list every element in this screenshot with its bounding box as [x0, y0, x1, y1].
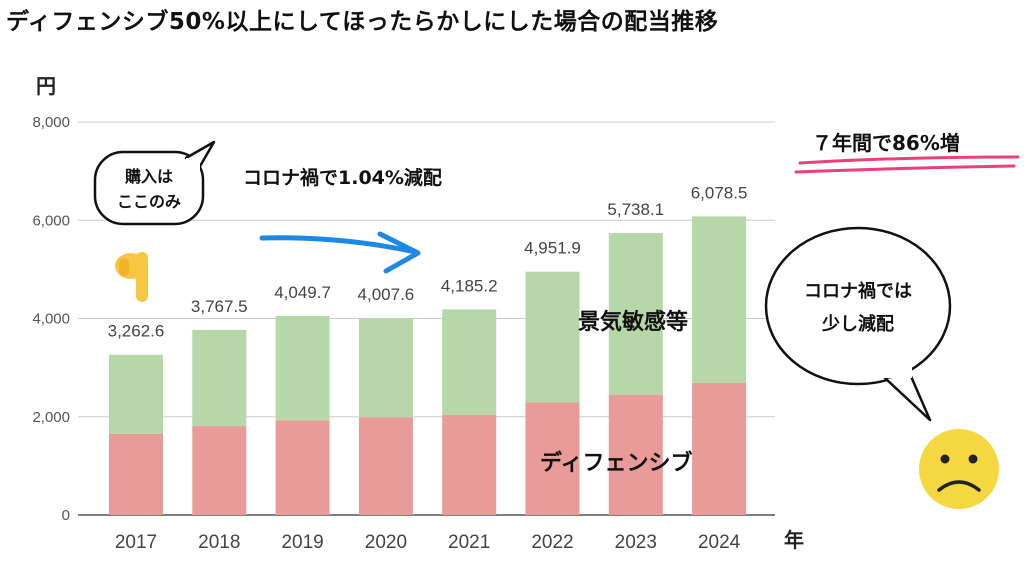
x-tick-label: 2024 [698, 532, 741, 553]
purchase-bubble-line2: ここのみ [117, 192, 181, 211]
bar-cyclical [275, 316, 330, 421]
series-label-cyclical: 景気敏感等 [578, 309, 688, 335]
growth-underline [794, 155, 1020, 174]
total-data-label: 4,007.6 [358, 285, 415, 304]
corona-bubble-line2: 少し減配 [821, 313, 894, 335]
x-tick-label: 2023 [615, 532, 657, 553]
y-tick-label: 8,000 [32, 114, 70, 131]
total-data-label: 3,767.5 [191, 297, 248, 316]
bar-defensive [109, 433, 163, 515]
y-tick-label: 4,000 [32, 311, 70, 328]
y-tick-label: 0 [62, 507, 70, 524]
purchase-bubble-line1: 購入は [124, 167, 173, 186]
page-title: ディフェンシブ50%以上にしてほったらかしにした場合の配当推移 [6, 9, 719, 35]
pointing-hand-icon [115, 252, 148, 302]
purchase-speech-bubble: 購入は ここのみ [93, 140, 216, 226]
bar-defensive [442, 414, 497, 515]
x-tick-label: 2020 [365, 532, 407, 553]
y-axis-ticks: 0 2,000 4,000 6,000 8,000 [32, 114, 70, 524]
total-labels: 3,262.6 3,767.5 4,049.7 4,007.6 4,185.2 4,951… [108, 183, 748, 340]
corona-drop-annotation: コロナ禍で1.04%減配 [243, 166, 442, 189]
bar-cyclical [608, 233, 663, 395]
growth-annotation: ７年間で86%増 [812, 131, 960, 155]
total-data-label: 6,078.5 [691, 183, 748, 202]
y-tick-label: 6,000 [32, 212, 70, 229]
total-data-label: 4,185.2 [441, 276, 498, 295]
bar-cyclical [442, 309, 497, 415]
bar-defensive [525, 402, 580, 515]
x-tick-label: 2019 [281, 532, 323, 553]
bar-cyclical [692, 216, 747, 383]
bar-cyclical [192, 329, 247, 427]
x-tick-label: 2018 [198, 532, 240, 553]
bar-defensive [608, 394, 663, 515]
bar-defensive [692, 382, 747, 515]
x-tick-label: 2021 [448, 532, 490, 553]
x-axis-ticks: 2017 2018 2019 2020 2021 2022 2023 2024 [115, 532, 741, 553]
total-data-label: 4,951.9 [524, 239, 581, 258]
corona-speech-bubble: コロナ禍では 少し減配 [764, 226, 952, 422]
bar-cyclical [525, 271, 580, 403]
x-tick-label: 2017 [115, 532, 157, 553]
bar-defensive [275, 420, 330, 515]
x-axis-label: 年 [784, 528, 804, 552]
corona-bubble-line1: コロナ禍では [804, 280, 912, 302]
series-label-defensive: ディフェンシブ [540, 450, 692, 476]
total-data-label: 4,049.7 [274, 283, 331, 302]
bar-cyclical [358, 318, 413, 418]
bars [109, 216, 747, 515]
total-data-label: 5,738.1 [607, 200, 664, 219]
bar-defensive [358, 417, 413, 515]
y-axis-label: 円 [36, 74, 56, 98]
bar-defensive [192, 426, 247, 515]
y-tick-label: 2,000 [32, 409, 70, 426]
total-data-label: 3,262.6 [108, 322, 165, 341]
sad-face-icon [919, 429, 999, 509]
bar-cyclical [109, 354, 163, 434]
x-tick-label: 2022 [531, 532, 573, 553]
arrow-icon [259, 231, 421, 274]
